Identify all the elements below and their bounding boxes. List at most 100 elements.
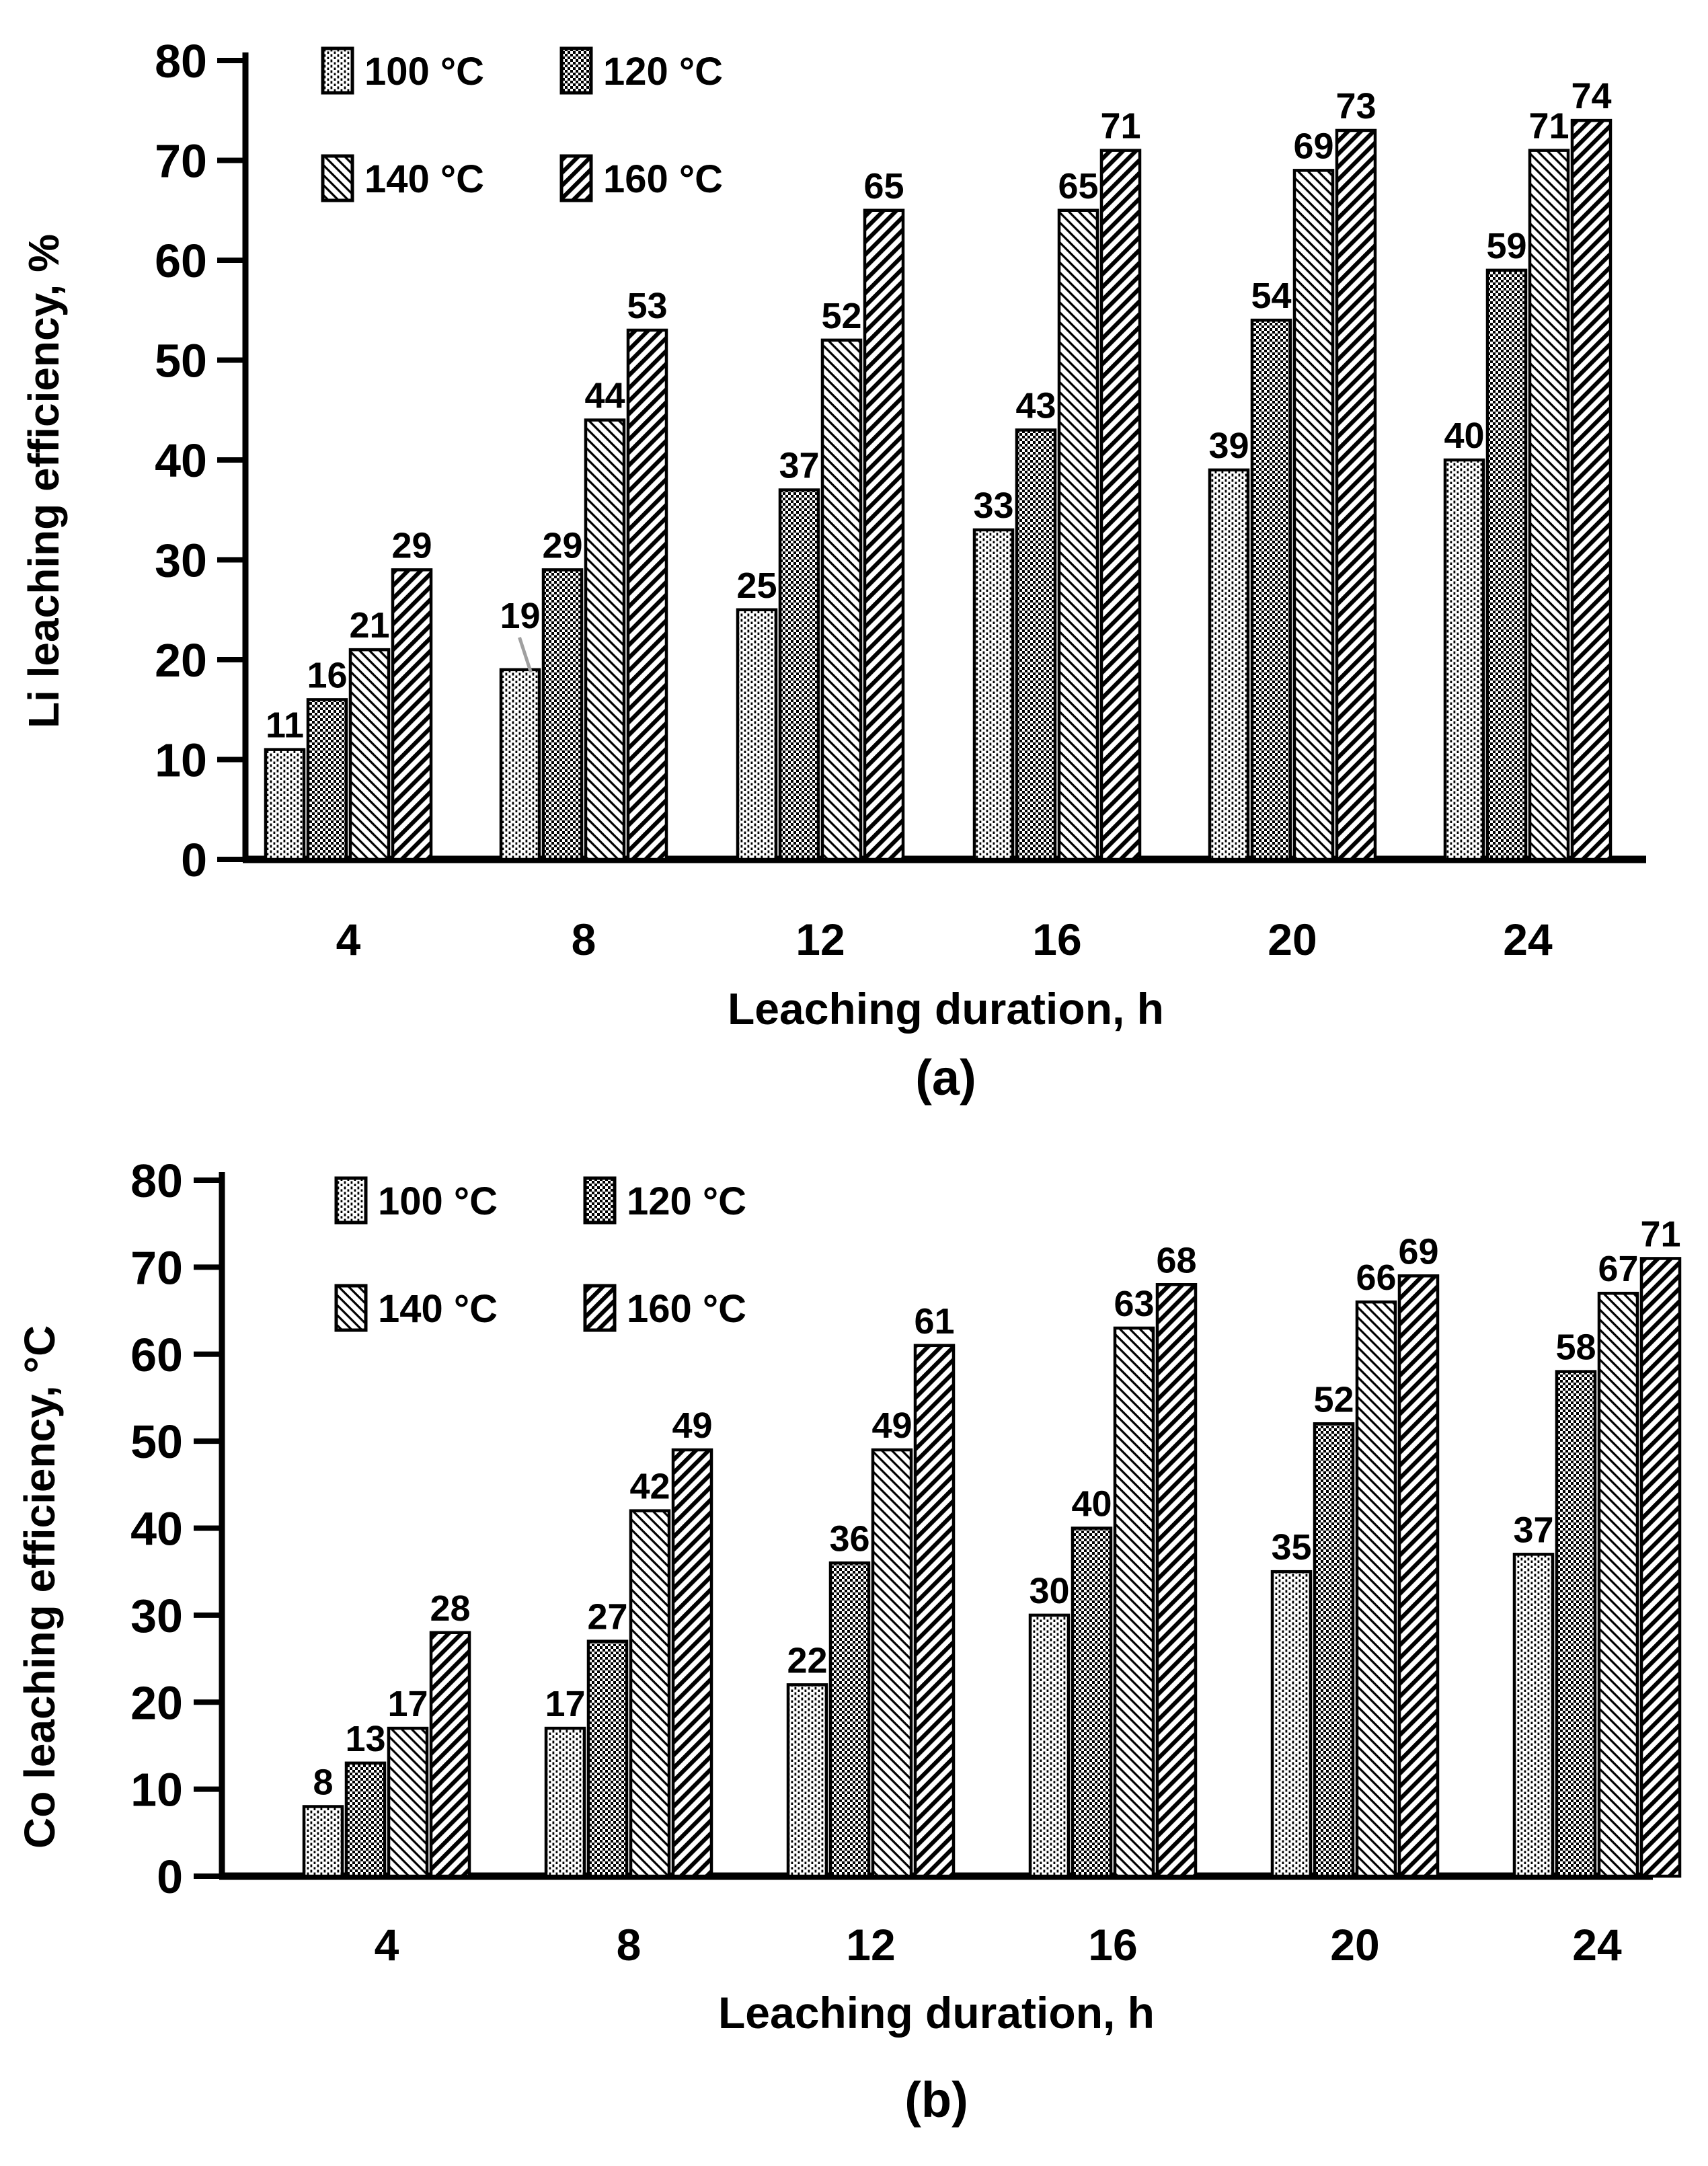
value-label: 59: [1486, 226, 1526, 266]
legend-item-100°C: 100 °C: [334, 1176, 498, 1225]
bar-120°C-8h: [541, 568, 584, 861]
x-tick-label: 20: [1330, 1920, 1379, 1970]
legend-label: 140 °C: [378, 1287, 498, 1331]
bar-120°C-8h: [586, 1639, 629, 1878]
bar-140°C-24h: [1597, 1291, 1639, 1878]
x-tick-label: 24: [1503, 915, 1553, 964]
bar-120°C-12h: [828, 1561, 871, 1878]
value-label: 28: [430, 1588, 470, 1629]
value-label: 17: [387, 1684, 428, 1724]
bar-120°C-4h: [306, 698, 348, 861]
bar-120°C-16h: [1071, 1526, 1113, 1878]
bar-160°C-4h: [429, 1631, 471, 1878]
bar-160°C-16h: [1099, 149, 1142, 861]
bar-120°C-12h: [778, 488, 820, 861]
bar-140°C-4h: [387, 1726, 429, 1878]
bar-140°C-16h: [1057, 208, 1099, 861]
value-label: 68: [1156, 1240, 1196, 1280]
legend-item-120°C: 120 °C: [559, 46, 723, 95]
value-label: 73: [1335, 86, 1376, 126]
legend-swatch: [559, 154, 593, 202]
x-tick-label: 16: [1032, 915, 1081, 964]
bar-160°C-24h: [1639, 1257, 1682, 1878]
bar-140°C-12h: [871, 1448, 913, 1878]
bar-160°C-8h: [671, 1448, 713, 1878]
value-label: 39: [1208, 426, 1249, 466]
bar-140°C-20h: [1292, 169, 1335, 861]
leader-line: [518, 637, 533, 673]
bar-160°C-16h: [1155, 1283, 1198, 1878]
legend-swatch: [559, 46, 593, 95]
bar-120°C-24h: [1555, 1370, 1597, 1878]
bar-160°C-20h: [1397, 1274, 1440, 1878]
y-tick-label: 20: [155, 634, 207, 687]
y-tick-label: 60: [155, 235, 207, 287]
y-tick-label: 10: [155, 734, 207, 787]
y-tick-label: 10: [130, 1764, 183, 1816]
legend-item-160°C: 160 °C: [583, 1284, 746, 1332]
value-label: 44: [584, 376, 625, 416]
value-label: 42: [629, 1467, 670, 1507]
bar-100°C-24h: [1512, 1553, 1555, 1878]
y-tick-label: 80: [155, 35, 207, 87]
bar-160°C-12h: [863, 208, 905, 861]
bar-100°C-24h: [1443, 458, 1485, 861]
bar-140°C-4h: [348, 648, 391, 861]
value-label: 43: [1015, 385, 1056, 426]
legend-item-100°C: 100 °C: [321, 46, 484, 95]
value-label: 16: [307, 655, 347, 695]
bar-100°C-12h: [786, 1683, 828, 1878]
value-label: 29: [391, 525, 432, 566]
x-tick-label: 24: [1572, 1920, 1622, 1970]
value-label: 67: [1598, 1249, 1638, 1289]
legend-swatch: [321, 46, 354, 95]
y-tick-label: 70: [130, 1241, 183, 1294]
bar-140°C-8h: [584, 418, 626, 861]
legend-item-160°C: 160 °C: [559, 154, 723, 202]
bar-100°C-8h: [499, 668, 541, 861]
legend-item-140°C: 140 °C: [334, 1284, 498, 1332]
bar-chart-panel-b: 0102030405060708081317284172742498223649…: [130, 1155, 1682, 1970]
legend-label: 140 °C: [364, 157, 484, 201]
value-label: 52: [1313, 1379, 1354, 1420]
bar-100°C-4h: [264, 748, 306, 861]
value-label: 21: [349, 605, 389, 646]
value-label: 8: [313, 1763, 333, 1803]
value-label: 33: [973, 486, 1013, 526]
bar-100°C-12h: [736, 608, 778, 861]
panel-b-caption: (b): [904, 2072, 968, 2128]
value-label: 74: [1571, 76, 1611, 116]
value-label: 49: [871, 1405, 912, 1446]
bar-140°C-16h: [1113, 1326, 1155, 1878]
bar-100°C-16h: [1028, 1613, 1071, 1878]
value-label: 22: [787, 1640, 827, 1680]
value-label: 17: [545, 1684, 585, 1724]
legend-label: 100 °C: [364, 50, 484, 93]
bar-100°C-8h: [544, 1726, 586, 1878]
value-label: 49: [672, 1405, 712, 1446]
bar-140°C-12h: [820, 338, 863, 861]
legend-swatch: [321, 154, 354, 202]
y-tick-label: 40: [130, 1503, 183, 1555]
legend-swatch: [583, 1284, 617, 1332]
y-tick-label: 30: [155, 535, 207, 587]
legend-label: 160 °C: [627, 1287, 746, 1331]
x-tick-label: 8: [617, 1920, 642, 1970]
x-tick-label: 16: [1088, 1920, 1137, 1970]
x-tick-label: 12: [846, 1920, 895, 1970]
y-tick-label: 20: [130, 1676, 183, 1729]
value-label: 35: [1271, 1527, 1311, 1568]
value-label: 66: [1356, 1258, 1396, 1298]
value-label: 52: [821, 296, 861, 336]
value-label: 30: [1029, 1571, 1069, 1611]
x-axis-title-panel-b: Leaching duration, h: [717, 1988, 1155, 2038]
value-label: 19: [500, 596, 540, 636]
bar-140°C-24h: [1528, 149, 1570, 861]
bar-100°C-20h: [1208, 468, 1250, 861]
value-label: 13: [345, 1719, 385, 1759]
value-label: 53: [627, 286, 667, 326]
y-tick-label: 0: [157, 1851, 183, 1903]
value-label: 71: [1528, 106, 1569, 147]
value-label: 65: [1058, 166, 1098, 206]
